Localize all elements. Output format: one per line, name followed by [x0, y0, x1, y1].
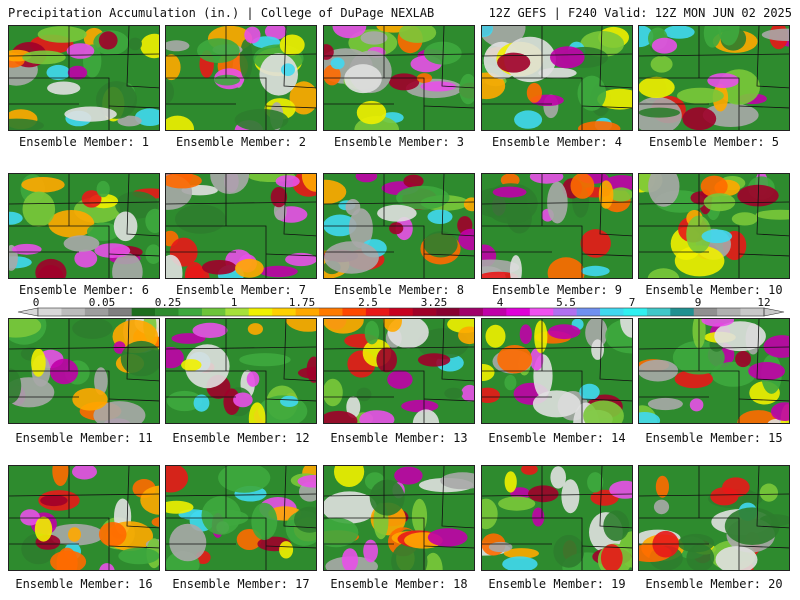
colorbar-tick-label: 7 — [629, 296, 636, 309]
ensemble-member-label: Ensemble Member: 4 — [491, 135, 623, 149]
colorbar-tick-label: 1.75 — [289, 296, 316, 309]
colorbar-swatch — [61, 308, 86, 316]
colorbar-swatch — [201, 308, 226, 316]
ensemble-member-map — [638, 318, 790, 424]
ensemble-member-map — [323, 465, 475, 571]
ensemble-member-map — [165, 465, 317, 571]
colorbar-swatch — [178, 308, 203, 316]
colorbar-swatch — [272, 308, 296, 316]
ensemble-member-label: Ensemble Member: 19 — [488, 577, 626, 591]
colorbar-tick-label: 5.5 — [556, 296, 576, 309]
colorbar-min-arrow — [17, 307, 39, 317]
ensemble-member-map — [638, 25, 790, 131]
ensemble-member-label: Ensemble Member: 6 — [18, 283, 150, 297]
colorbar-tick-label: 2.5 — [358, 296, 378, 309]
colorbar-swatch — [412, 308, 437, 316]
ensemble-member-label: Ensemble Member: 17 — [172, 577, 310, 591]
colorbar-tick-label: 4 — [497, 296, 504, 309]
ensemble-member-label: Ensemble Member: 13 — [330, 431, 468, 445]
ensemble-member-map — [323, 318, 475, 424]
colorbar-tick-label: 9 — [695, 296, 702, 309]
colorbar-swatch — [670, 308, 695, 316]
colorbar-tick-label: 3.25 — [421, 296, 448, 309]
ensemble-member-map — [8, 465, 160, 571]
ensemble-member-map — [323, 25, 475, 131]
ensemble-member-label: Ensemble Member: 14 — [488, 431, 626, 445]
ensemble-member-label: Ensemble Member: 8 — [333, 283, 465, 297]
colorbar-swatch — [553, 308, 577, 316]
ensemble-member-map — [323, 173, 475, 279]
ensemble-member-map — [638, 173, 790, 279]
ensemble-member-map — [638, 465, 790, 571]
ensemble-member-map — [165, 25, 317, 131]
colorbar-swatch — [576, 308, 601, 316]
colorbar-swatch — [646, 308, 671, 316]
colorbar-swatch — [623, 308, 648, 316]
ensemble-member-label: Ensemble Member: 10 — [645, 283, 783, 297]
colorbar-swatch — [248, 308, 273, 316]
ensemble-member-label: Ensemble Member: 9 — [491, 283, 623, 297]
ensemble-member-label: Ensemble Member: 20 — [645, 577, 783, 591]
colorbar-swatch — [84, 308, 109, 316]
map-title: Precipitation Accumulation (in.) | Colle… — [8, 6, 435, 20]
precipitation-colorbar: 0 0.05 0.25 1 1.75 2.5 3.25 4 5.5 7 9 12 — [17, 296, 785, 317]
ensemble-member-map — [481, 25, 633, 131]
colorbar-swatch — [693, 308, 718, 316]
colorbar-tick-label: 12 — [757, 296, 770, 309]
ensemble-member-map — [481, 318, 633, 424]
colorbar-tick-label: 0.25 — [155, 296, 182, 309]
colorbar-swatch — [365, 308, 390, 316]
colorbar-swatch — [717, 308, 741, 316]
ensemble-member-map — [481, 173, 633, 279]
ensemble-member-label: Ensemble Member: 16 — [15, 577, 153, 591]
colorbar-swatch — [506, 308, 531, 316]
ensemble-member-map — [481, 465, 633, 571]
ensemble-member-label: Ensemble Member: 12 — [172, 431, 310, 445]
ensemble-member-label: Ensemble Member: 1 — [18, 135, 150, 149]
colorbar-swatch — [295, 308, 320, 316]
ensemble-member-map — [8, 173, 160, 279]
colorbar-swatch — [600, 308, 624, 316]
ensemble-member-label: Ensemble Member: 15 — [645, 431, 783, 445]
colorbar-swatch — [38, 308, 62, 316]
ensemble-member-map — [8, 318, 160, 424]
colorbar-swatch — [108, 308, 132, 316]
colorbar-swatch — [740, 308, 765, 316]
colorbar-swatch — [155, 308, 179, 316]
colorbar-swatch — [225, 308, 250, 316]
colorbar-max-arrow — [763, 307, 785, 317]
ensemble-member-map — [8, 25, 160, 131]
ensemble-member-label: Ensemble Member: 2 — [175, 135, 307, 149]
ensemble-member-map — [165, 318, 317, 424]
colorbar-swatch — [319, 308, 343, 316]
colorbar-swatch — [529, 308, 554, 316]
colorbar-swatch — [482, 308, 507, 316]
colorbar-swatch — [131, 308, 156, 316]
ensemble-member-label: Ensemble Member: 7 — [175, 283, 307, 297]
ensemble-member-label: Ensemble Member: 18 — [330, 577, 468, 591]
ensemble-member-label: Ensemble Member: 5 — [648, 135, 780, 149]
colorbar-swatch — [459, 308, 484, 316]
colorbar-tick-label: 1 — [231, 296, 238, 309]
colorbar-swatch — [436, 308, 460, 316]
colorbar-tick-label: 0 — [33, 296, 40, 309]
colorbar-tick-label: 0.05 — [89, 296, 116, 309]
colorbar-swatch — [389, 308, 414, 316]
colorbar-swatch — [342, 308, 367, 316]
ensemble-member-label: Ensemble Member: 11 — [15, 431, 153, 445]
ensemble-member-map — [165, 173, 317, 279]
ensemble-member-label: Ensemble Member: 3 — [333, 135, 465, 149]
model-run-valid-time: 12Z GEFS | F240 Valid: 12Z MON JUN 02 20… — [488, 6, 792, 20]
